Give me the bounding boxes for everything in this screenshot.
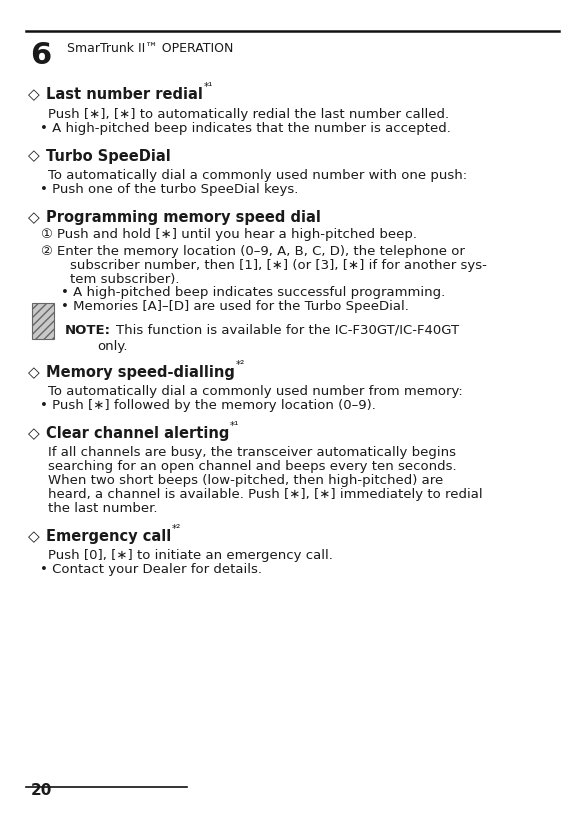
Text: • Push [∗] followed by the memory location (0–9).: • Push [∗] followed by the memory locati… (40, 399, 376, 412)
Text: Last number redial: Last number redial (46, 87, 202, 102)
Text: Push [∗], [∗] to automatically redial the last number called.: Push [∗], [∗] to automatically redial th… (48, 108, 449, 121)
Text: • Push one of the turbo SpeeDial keys.: • Push one of the turbo SpeeDial keys. (40, 183, 298, 196)
Text: *²: *² (236, 360, 245, 370)
Text: *¹: *¹ (230, 421, 239, 431)
Text: ①: ① (40, 228, 51, 242)
Text: To automatically dial a commonly used number with one push:: To automatically dial a commonly used nu… (48, 169, 467, 182)
Text: Clear channel alerting: Clear channel alerting (46, 426, 229, 441)
Text: NOTE:: NOTE: (65, 324, 111, 337)
Text: ◇: ◇ (28, 210, 40, 224)
Text: • Contact your Dealer for details.: • Contact your Dealer for details. (40, 563, 261, 576)
Text: *¹: *¹ (204, 82, 213, 92)
Text: tem subscriber).: tem subscriber). (70, 273, 180, 286)
Text: ◇: ◇ (28, 149, 40, 163)
Text: ◇: ◇ (28, 87, 40, 102)
Text: subscriber number, then [1], [∗] (or [3], [∗] if for another sys-: subscriber number, then [1], [∗] (or [3]… (70, 259, 487, 272)
Text: To automatically dial a commonly used number from memory:: To automatically dial a commonly used nu… (48, 385, 463, 398)
Text: ◇: ◇ (28, 426, 40, 441)
Text: • A high-pitched beep indicates that the number is accepted.: • A high-pitched beep indicates that the… (40, 122, 450, 135)
Text: 6: 6 (30, 41, 51, 70)
Text: Programming memory speed dial: Programming memory speed dial (46, 210, 321, 224)
Text: searching for an open channel and beeps every ten seconds.: searching for an open channel and beeps … (48, 460, 457, 473)
Text: • Memories [A]–[D] are used for the Turbo SpeeDial.: • Memories [A]–[D] are used for the Turb… (61, 300, 410, 313)
Text: ◇: ◇ (28, 365, 40, 379)
Text: Turbo SpeeDial: Turbo SpeeDial (46, 149, 170, 163)
Text: only.: only. (97, 340, 128, 353)
Text: If all channels are busy, the transceiver automatically begins: If all channels are busy, the transceive… (48, 446, 456, 459)
Text: SmarTrunk II™ OPERATION: SmarTrunk II™ OPERATION (67, 42, 233, 55)
Text: Enter the memory location (0–9, A, B, C, D), the telephone or: Enter the memory location (0–9, A, B, C,… (57, 245, 464, 258)
Text: Memory speed-dialling: Memory speed-dialling (46, 365, 235, 379)
Text: Emergency call: Emergency call (46, 529, 171, 543)
Text: When two short beeps (low-pitched, then high-pitched) are: When two short beeps (low-pitched, then … (48, 474, 443, 487)
Text: ◇: ◇ (28, 529, 40, 543)
Text: Push [0], [∗] to initiate an emergency call.: Push [0], [∗] to initiate an emergency c… (48, 549, 333, 562)
Text: ②: ② (40, 245, 51, 258)
Text: *²: *² (172, 524, 181, 534)
Text: the last number.: the last number. (48, 502, 157, 515)
Text: This function is available for the IC-F30GT/IC-F40GT: This function is available for the IC-F3… (116, 324, 459, 337)
Bar (32, 303, 54, 339)
Text: 20: 20 (30, 783, 52, 798)
Text: • A high-pitched beep indicates successful programming.: • A high-pitched beep indicates successf… (61, 286, 446, 299)
Text: heard, a channel is available. Push [∗], [∗] immediately to redial: heard, a channel is available. Push [∗],… (48, 488, 483, 501)
Text: Push and hold [∗] until you hear a high-pitched beep.: Push and hold [∗] until you hear a high-… (57, 228, 417, 242)
